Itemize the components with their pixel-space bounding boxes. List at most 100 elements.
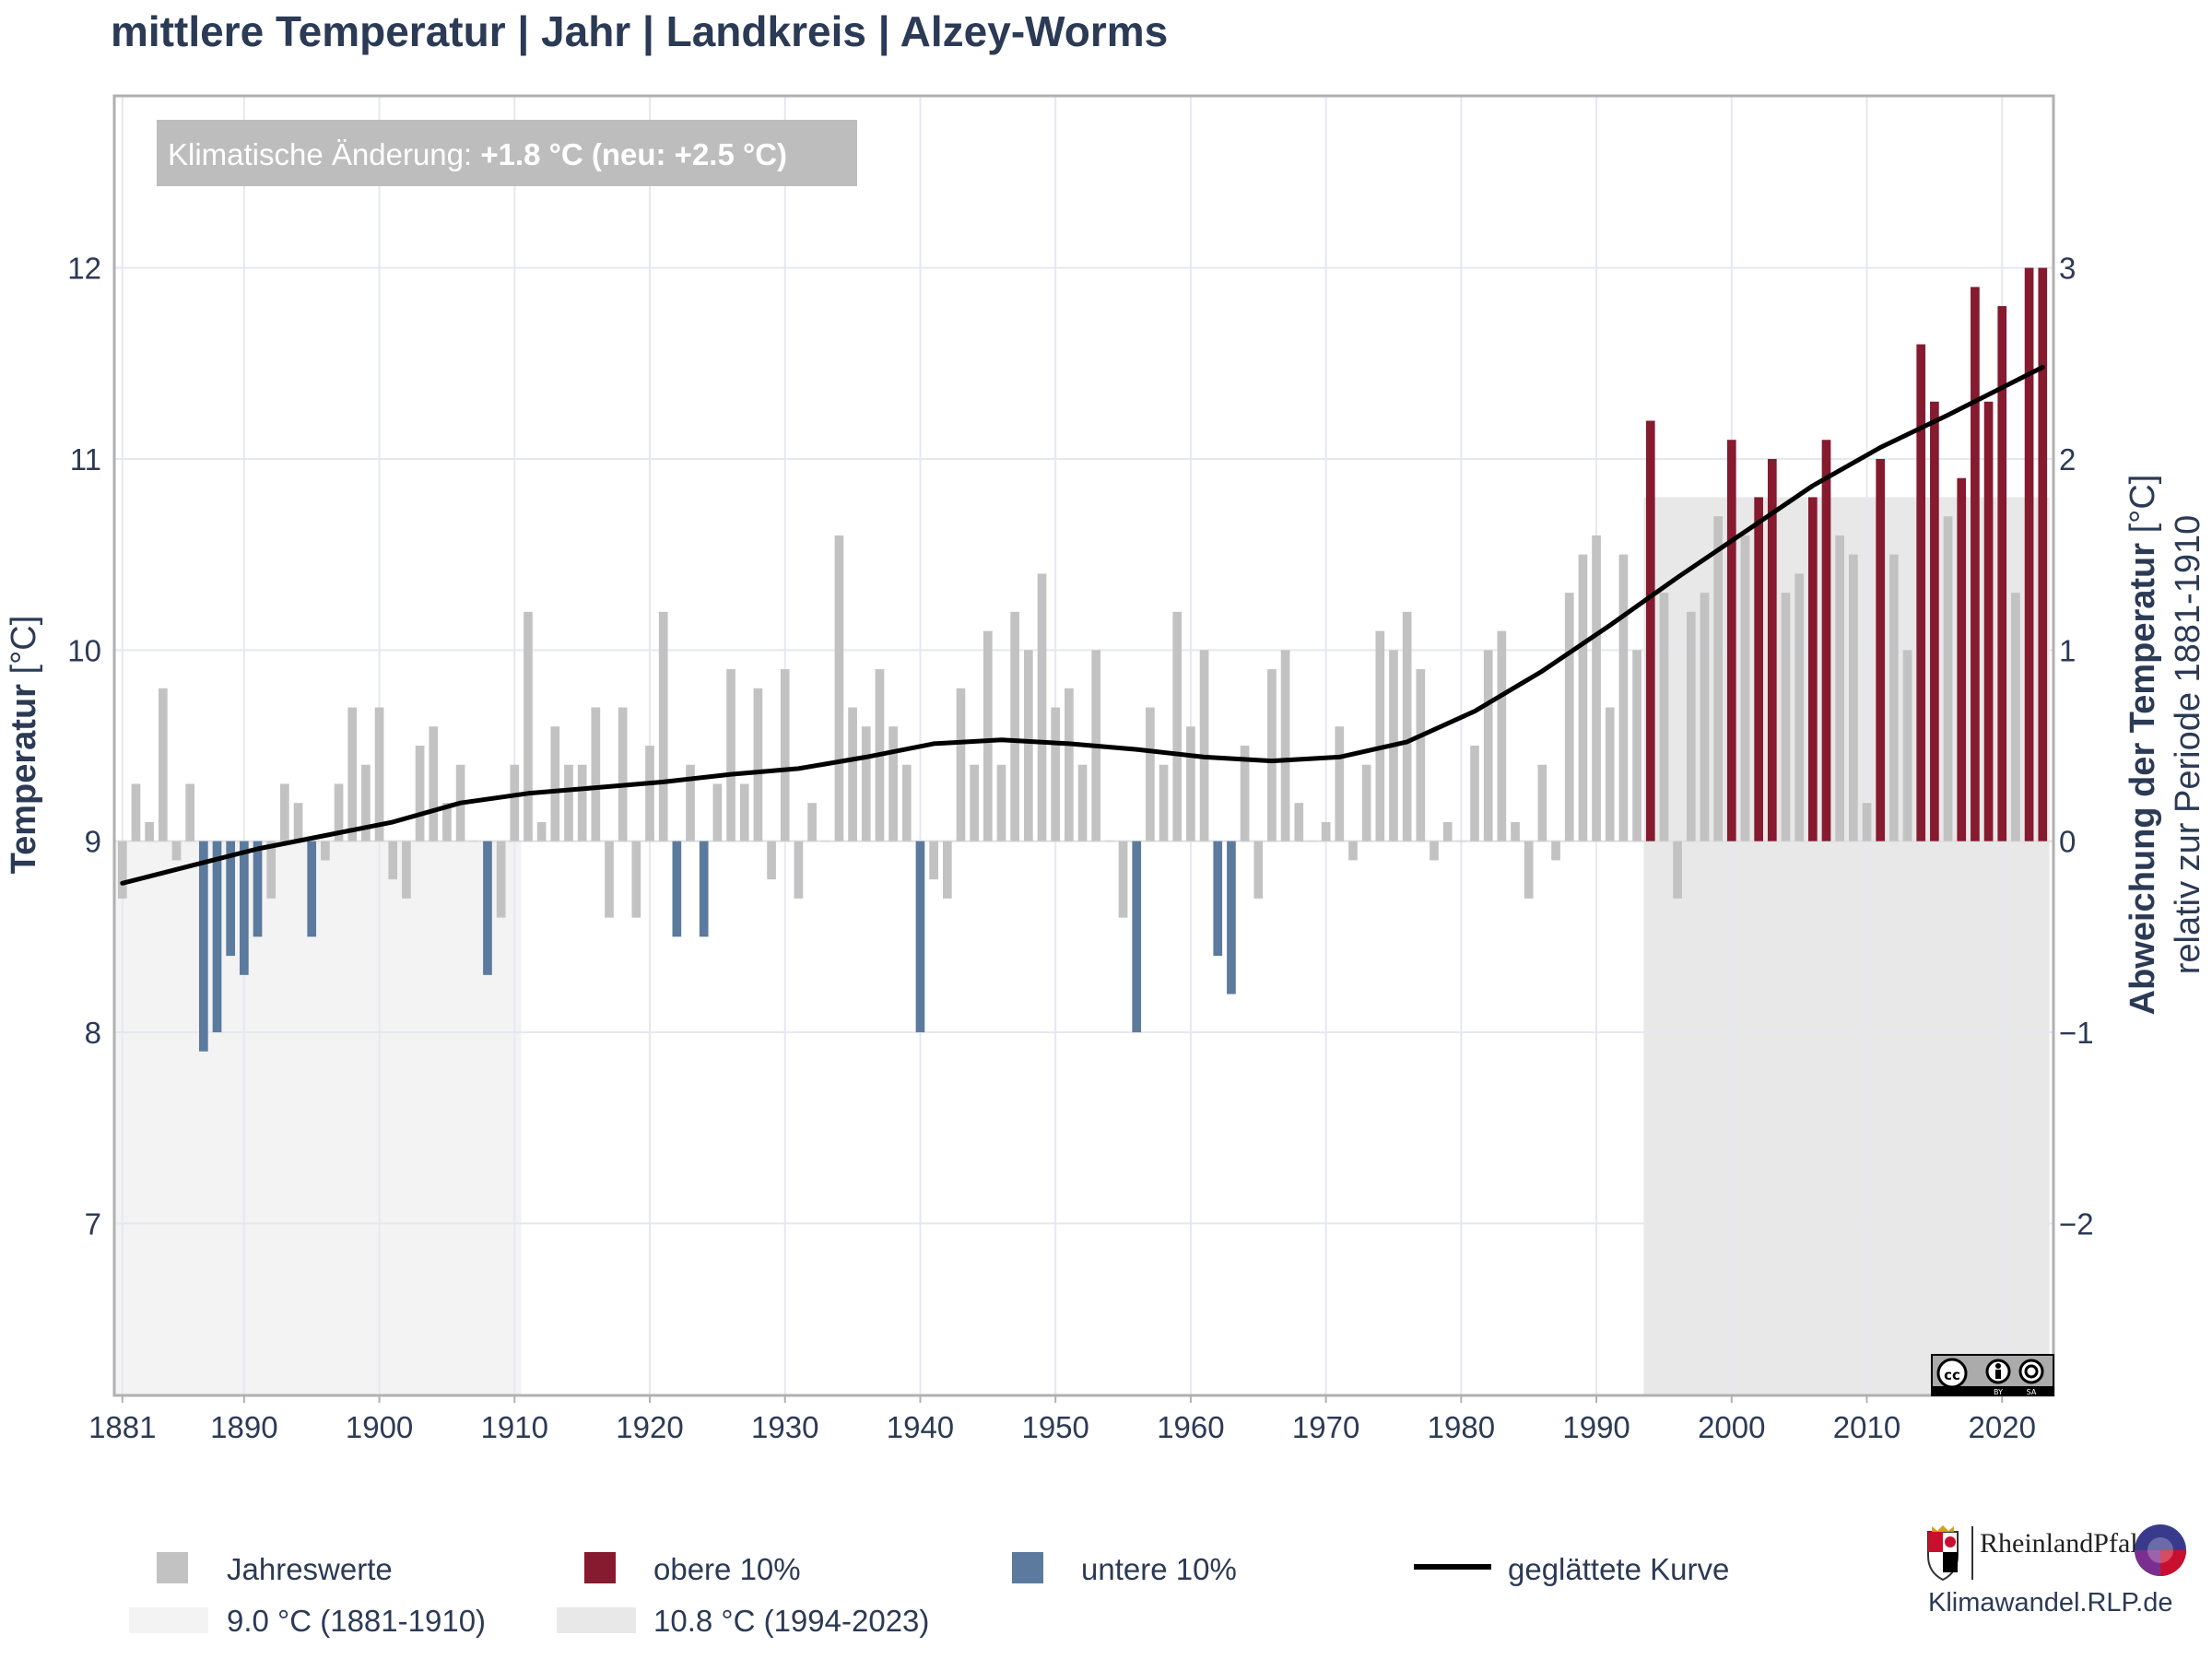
bars-group [117, 267, 2048, 1052]
bar-1882 [131, 783, 141, 841]
bar-1994 [1645, 420, 1655, 841]
bar-1949 [1037, 573, 1047, 841]
bar-1977 [1416, 669, 1426, 841]
bar-2016 [1943, 516, 1953, 841]
plot-border [112, 94, 2055, 1397]
legend-label-untere: untere 10% [1081, 1552, 1237, 1586]
bar-1984 [1511, 821, 1520, 841]
bar-1914 [564, 764, 573, 841]
bar-1969 [1308, 841, 1317, 842]
y-tick-label-2: 9 [85, 825, 101, 859]
bar-1955 [1118, 841, 1128, 918]
bar-1998 [1700, 593, 1710, 841]
x-tick-label-14: 2020 [1969, 1410, 2036, 1444]
x-tick-label-12: 2000 [1698, 1410, 1765, 1444]
bar-1948 [1024, 650, 1033, 841]
bar-1992 [1618, 554, 1629, 841]
svg-text:BY: BY [1994, 1388, 2003, 1396]
x-tick-label-6: 1940 [887, 1410, 954, 1444]
bar-2005 [1794, 573, 1805, 841]
bar-1883 [145, 821, 154, 841]
bar-1899 [361, 764, 371, 841]
y-tick-label-3: 10 [67, 633, 101, 667]
y2-tick-label-3: 1 [2059, 633, 2076, 667]
bar-1972 [1348, 841, 1358, 861]
legend-item-untere: untere 10% [1012, 1552, 1237, 1586]
x-tick-label-9: 1970 [1292, 1410, 1359, 1444]
bar-1889 [226, 841, 236, 957]
bar-1981 [1470, 746, 1479, 841]
bar-1930 [780, 669, 790, 841]
legend-swatch-obere [584, 1552, 616, 1583]
bar-2014 [1916, 344, 1926, 841]
bar-1911 [524, 611, 533, 841]
bar-1908 [483, 841, 492, 975]
bar-1931 [794, 841, 804, 899]
bar-2001 [1740, 535, 1750, 841]
bar-1974 [1375, 630, 1385, 841]
bar-1988 [1564, 593, 1574, 841]
bar-1902 [402, 841, 411, 899]
bar-1991 [1605, 707, 1615, 841]
change-badge: Klimatische Änderung: +1.8 °C (neu: +2.5… [168, 137, 787, 171]
bar-1943 [956, 688, 966, 841]
bar-1885 [171, 841, 182, 861]
y-axis-title-main: Temperatur [5, 684, 43, 874]
bar-1887 [198, 841, 208, 1052]
bar-1901 [388, 841, 398, 880]
bar-1888 [212, 841, 222, 1033]
legend-swatch-jahreswerte [157, 1552, 188, 1583]
bar-2023 [2038, 267, 2048, 841]
bar-1924 [699, 841, 709, 937]
bar-1905 [442, 803, 452, 841]
bar-1961 [1199, 650, 1209, 841]
bar-1971 [1335, 726, 1345, 841]
branding: RheinlandPfalz Klimawandel.RLP.de [1927, 1524, 2186, 1618]
bar-2002 [1754, 497, 1763, 841]
y2-tick-label-1: −1 [2059, 1016, 2094, 1050]
reference-periods [115, 497, 2050, 1395]
bar-1891 [253, 841, 263, 937]
bar-1884 [158, 688, 168, 841]
bar-1896 [321, 841, 330, 861]
y2-tick-label-0: −2 [2059, 1206, 2094, 1241]
bar-2012 [1889, 554, 1899, 841]
bar-1929 [767, 841, 776, 880]
bar-1968 [1294, 803, 1304, 841]
bar-1954 [1105, 841, 1114, 842]
bar-2006 [1807, 497, 1818, 841]
bar-2022 [2024, 267, 2034, 841]
bar-1897 [334, 783, 344, 841]
bar-1886 [185, 783, 195, 841]
bar-1917 [605, 841, 614, 918]
x-tick-label-4: 1920 [616, 1410, 683, 1444]
legend-item-period-old: 9.0 °C (1881-1910) [129, 1604, 486, 1638]
bar-1918 [618, 707, 628, 841]
x-tick-label-2: 1900 [346, 1410, 413, 1444]
x-tick-label-5: 1930 [751, 1410, 818, 1444]
bar-1982 [1483, 650, 1493, 841]
bar-1989 [1578, 554, 1588, 841]
bar-1892 [266, 841, 276, 899]
bar-1987 [1551, 841, 1560, 861]
bar-2010 [1862, 803, 1872, 841]
y2-tick-label-4: 2 [2059, 442, 2076, 477]
y-tick-label-4: 11 [70, 442, 101, 477]
x-tick-label-10: 1980 [1428, 1410, 1495, 1444]
legend-label-period-old: 9.0 °C (1881-1910) [227, 1604, 486, 1638]
bar-1958 [1159, 764, 1169, 841]
bar-1963 [1227, 841, 1236, 994]
bar-1980 [1456, 841, 1466, 842]
bar-1939 [901, 764, 912, 841]
bar-1979 [1442, 821, 1453, 841]
bar-2020 [1997, 306, 2007, 841]
bar-1922 [672, 841, 682, 937]
bar-1933 [820, 841, 830, 842]
bar-1919 [631, 841, 641, 918]
bar-1894 [293, 803, 303, 841]
bar-1893 [280, 783, 289, 841]
cc-by-sa-icon: cc BY SA [1931, 1354, 2054, 1396]
x-tick-label-11: 1990 [1562, 1410, 1630, 1444]
bar-1913 [550, 726, 560, 841]
